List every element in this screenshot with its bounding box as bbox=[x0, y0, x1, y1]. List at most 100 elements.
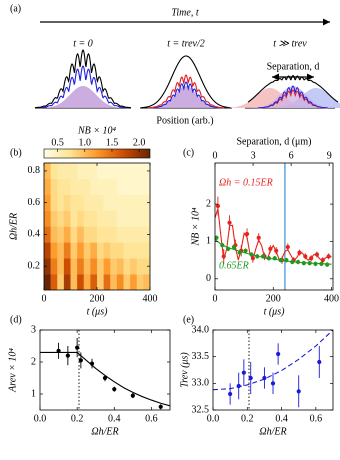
heat-cell bbox=[50, 194, 58, 211]
heat-cell bbox=[90, 178, 98, 196]
heat-cell bbox=[50, 274, 58, 290]
data-point bbox=[226, 246, 231, 252]
heat-cell bbox=[77, 194, 85, 211]
heat-cell bbox=[97, 163, 104, 180]
heat-cell bbox=[44, 258, 51, 275]
y-axis-label: Arev × 10⁴ bbox=[7, 348, 18, 393]
heat-cell bbox=[136, 178, 144, 196]
data-point bbox=[255, 254, 260, 259]
x-tick-label: 0.0 bbox=[34, 413, 47, 424]
heat-cell bbox=[50, 226, 58, 243]
wave-density bbox=[41, 86, 125, 108]
heat-cell bbox=[90, 163, 98, 180]
heat-cell bbox=[116, 258, 124, 275]
data-point bbox=[295, 259, 301, 265]
data-point bbox=[314, 252, 320, 257]
heat-cell bbox=[97, 194, 104, 211]
data-point bbox=[112, 387, 117, 392]
heat-cell bbox=[63, 194, 71, 211]
data-point bbox=[248, 375, 253, 381]
x-tick-label: 0.4 bbox=[108, 413, 121, 424]
y-tick-label: 0.2 bbox=[28, 260, 41, 271]
data-point bbox=[244, 231, 250, 237]
y-tick-label: 0.4 bbox=[28, 229, 41, 240]
heat-cell bbox=[123, 242, 131, 259]
heat-cell bbox=[57, 258, 65, 275]
data-point bbox=[56, 348, 61, 353]
wave-packet bbox=[147, 74, 225, 109]
colorbar-tick-label: 0.5 bbox=[51, 137, 64, 148]
data-point bbox=[278, 258, 283, 263]
heat-cell bbox=[44, 194, 51, 211]
y-tick-label: 33.5 bbox=[192, 351, 210, 362]
x-tick-label: 400 bbox=[324, 293, 339, 304]
heat-cell bbox=[136, 163, 144, 180]
heat-cell bbox=[103, 242, 111, 259]
y-tick-label: 0 bbox=[206, 273, 211, 284]
heat-cell bbox=[70, 242, 78, 259]
colorbar-tick-label: 2.0 bbox=[133, 137, 146, 148]
data-point bbox=[228, 391, 233, 397]
heat-cell bbox=[116, 242, 124, 259]
panel-label: (b) bbox=[10, 147, 22, 158]
heat-cell bbox=[143, 194, 150, 211]
heat-cell bbox=[130, 163, 138, 180]
heat-cell bbox=[116, 163, 124, 180]
x2-tick-label: 3 bbox=[251, 150, 256, 161]
axes-frame bbox=[39, 329, 171, 411]
data-point bbox=[309, 256, 314, 261]
heat-cell bbox=[130, 178, 138, 196]
heat-cell bbox=[143, 242, 150, 259]
heat-cell bbox=[70, 194, 78, 211]
heat-cell bbox=[97, 226, 104, 243]
heat-cell bbox=[123, 226, 131, 243]
heat-cell bbox=[136, 274, 144, 290]
x-tick-label: 0 bbox=[213, 293, 218, 304]
heat-cell bbox=[130, 226, 138, 243]
heat-cell bbox=[116, 178, 124, 196]
x-axis-label: Ωh/ER bbox=[91, 426, 118, 437]
panel-label: (d) bbox=[10, 314, 22, 325]
heat-cell bbox=[50, 258, 58, 275]
heat-cell bbox=[90, 274, 98, 290]
heat-cell bbox=[103, 194, 111, 211]
heat-cell bbox=[123, 163, 131, 180]
heat-cell bbox=[70, 226, 78, 243]
heat-cell bbox=[44, 163, 51, 180]
x-tick-label: 0.6 bbox=[310, 413, 323, 424]
heat-cell bbox=[50, 210, 58, 227]
data-point bbox=[250, 256, 255, 261]
data-point bbox=[237, 250, 242, 255]
heat-cell bbox=[77, 242, 85, 259]
heat-cell bbox=[83, 163, 91, 180]
heat-cell bbox=[110, 210, 118, 227]
data-point bbox=[231, 244, 237, 250]
heat-cell bbox=[123, 258, 131, 275]
y-tick-label: 2 bbox=[206, 198, 211, 209]
heat-cell bbox=[116, 226, 124, 243]
heat-cell bbox=[136, 258, 144, 275]
heat-cell bbox=[103, 178, 111, 196]
x-tick-label: 0.6 bbox=[145, 413, 158, 424]
panel-label: (c) bbox=[183, 147, 194, 158]
heat-cell bbox=[116, 274, 124, 290]
heat-cell bbox=[143, 258, 150, 275]
data-point bbox=[89, 361, 95, 366]
heat-cell bbox=[143, 163, 150, 180]
x-tick-label: 0 bbox=[42, 293, 47, 304]
data-point bbox=[236, 383, 241, 389]
heat-cell bbox=[103, 226, 111, 243]
data-point bbox=[307, 261, 312, 266]
data-point bbox=[284, 258, 289, 263]
series-label: 0.65ER bbox=[219, 260, 249, 271]
data-point bbox=[221, 254, 226, 259]
data-point bbox=[296, 389, 301, 394]
data-point bbox=[326, 254, 331, 259]
heat-cell bbox=[83, 226, 91, 243]
heat-cell bbox=[90, 242, 98, 259]
heat-cell bbox=[110, 274, 118, 290]
heat-cell bbox=[90, 210, 98, 227]
wave-packet bbox=[257, 85, 328, 109]
y-axis-label: Ωh/ER bbox=[8, 213, 19, 240]
heat-cell bbox=[50, 163, 58, 180]
